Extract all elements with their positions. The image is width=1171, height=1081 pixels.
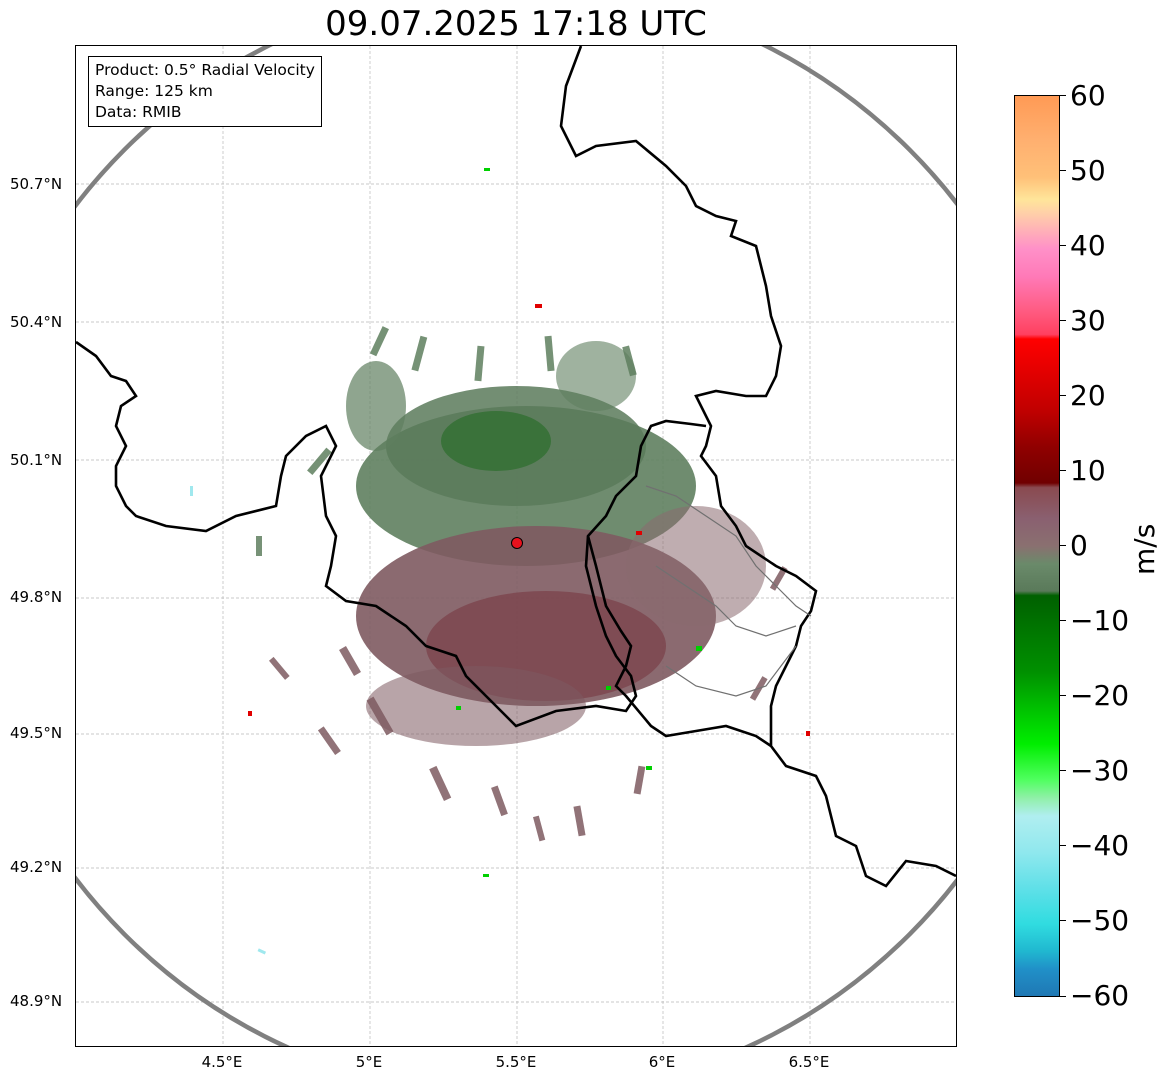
lux-districts <box>645 485 812 697</box>
colorbar-tick: 10 <box>1070 454 1106 487</box>
colorbar-tick: −10 <box>1070 604 1130 637</box>
country-borders <box>76 46 956 888</box>
info-product: Product: 0.5° Radial Velocity <box>95 61 315 79</box>
lat-label: 49.8°N <box>10 588 63 606</box>
lat-label: 50.1°N <box>10 451 63 469</box>
radar-map <box>75 45 957 1047</box>
colorbar-tick: −30 <box>1070 754 1130 787</box>
lat-label: 48.9°N <box>10 992 63 1010</box>
colorbar-tick: 20 <box>1070 379 1106 412</box>
info-data: Data: RMIB <box>95 103 182 121</box>
map-canvas <box>76 46 956 1046</box>
lon-label: 6°E <box>648 1053 676 1071</box>
velocity-colorbar <box>1014 95 1060 997</box>
map-title: 09.07.2025 17:18 UTC <box>325 4 707 44</box>
colorbar-tick: 0 <box>1070 529 1088 562</box>
lat-label: 50.7°N <box>10 175 63 193</box>
lon-label: 5.5°E <box>495 1053 537 1071</box>
colorbar-tick: 60 <box>1070 79 1106 112</box>
colorbar-tick: −50 <box>1070 904 1130 937</box>
colorbar-tick: −20 <box>1070 679 1130 712</box>
lon-label: 5°E <box>355 1053 383 1071</box>
radar-site-marker <box>511 537 523 549</box>
info-box: Product: 0.5° Radial Velocity Range: 125… <box>88 56 322 127</box>
colorbar-unit-label: m/s <box>1128 523 1161 575</box>
radar-echoes <box>190 168 810 955</box>
lat-label: 49.5°N <box>10 724 63 742</box>
colorbar-tick: 50 <box>1070 154 1106 187</box>
lat-label: 49.2°N <box>10 858 63 876</box>
info-range: Range: 125 km <box>95 82 213 100</box>
lon-label: 6.5°E <box>788 1053 830 1071</box>
colorbar-tick: 30 <box>1070 304 1106 337</box>
colorbar-tick: −40 <box>1070 829 1130 862</box>
lat-label: 50.4°N <box>10 313 63 331</box>
lon-label: 4.5°E <box>201 1053 243 1071</box>
colorbar-tick: −60 <box>1070 979 1130 1012</box>
colorbar-tick: 40 <box>1070 229 1106 262</box>
